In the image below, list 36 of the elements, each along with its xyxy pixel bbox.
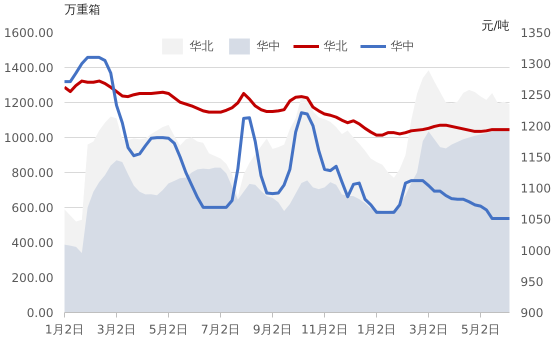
y-axis-title: 万重箱 — [64, 2, 100, 16]
y-tick-label: 600.00 — [12, 201, 54, 215]
y-tick-label: 0.00 — [26, 306, 54, 320]
y-tick-label: 1000.00 — [4, 131, 54, 145]
y-tick-label: 200.00 — [12, 271, 54, 285]
line-series — [64, 80, 510, 137]
x-tick-label: 5月2日 — [460, 322, 500, 336]
y-tick-label: 400.00 — [12, 236, 54, 250]
y-tick-label: 1400.00 — [4, 61, 54, 75]
x-tick-label: 3月2日 — [96, 322, 136, 336]
legend-label: 华中 — [256, 38, 280, 54]
y2-tick-label: 1100 — [520, 182, 552, 196]
y2-tick-label: 1250 — [520, 88, 552, 102]
y2-tick-label: 1350 — [520, 26, 552, 40]
y2-tick-label: 1200 — [520, 119, 552, 134]
y2-tick-label: 1300 — [520, 57, 552, 72]
x-tick-label: 7月2日 — [200, 322, 240, 336]
y2-tick-label: 950 — [520, 274, 544, 289]
x-tick-label: 3月2日 — [408, 322, 448, 336]
y2-axis-title: 元/吨 — [481, 18, 510, 32]
y2-tick-label: 900 — [520, 306, 544, 320]
y2-tick-label: 1000 — [520, 244, 552, 258]
line-series — [64, 56, 510, 220]
y2-tick-label: 1150 — [520, 150, 552, 164]
legend-label: 华北 — [190, 38, 214, 54]
legend-label: 华中 — [390, 38, 414, 54]
x-tick-label: 9月2日 — [252, 322, 292, 336]
legend-label: 华北 — [324, 38, 348, 54]
y-tick-label: 800.00 — [12, 166, 54, 180]
x-tick-label: 1月2日 — [44, 322, 84, 336]
y-tick-label: 1600.00 — [4, 26, 54, 40]
y2-tick-label: 1050 — [520, 212, 552, 227]
x-tick-label: 1月2日 — [356, 322, 396, 336]
y-tick-label: 1200.00 — [4, 96, 54, 110]
x-tick-label: 11月2日 — [301, 322, 348, 336]
x-tick-label: 5月2日 — [148, 322, 188, 336]
